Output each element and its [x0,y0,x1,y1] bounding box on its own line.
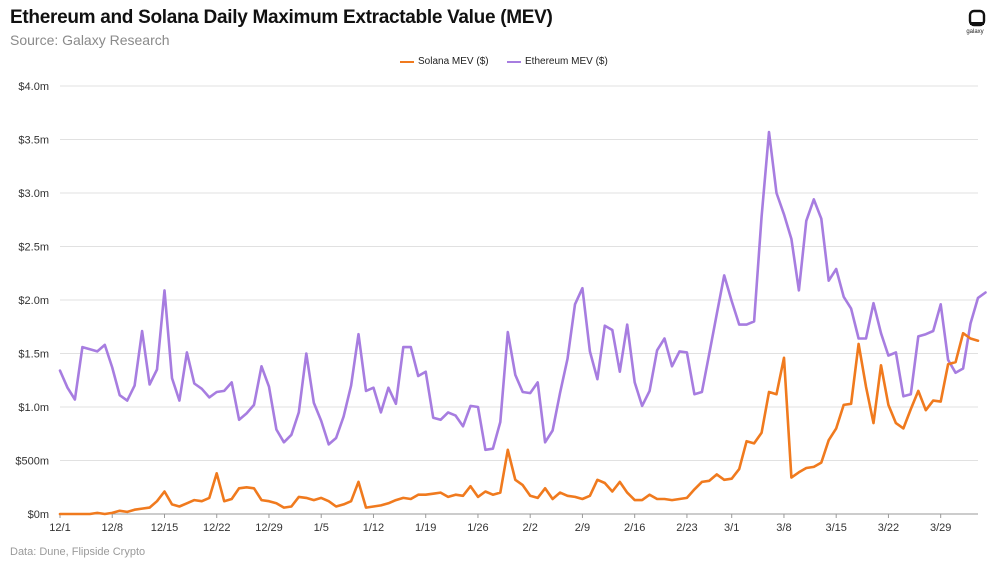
y-tick-label: $4.0m [18,81,49,93]
legend: Solana MEV ($) Ethereum MEV ($) [0,56,990,70]
x-tick-label: 12/1 [49,522,70,534]
y-tick-label: $500m [15,456,49,468]
legend-label-ethereum: Ethereum MEV ($) [525,56,608,67]
series-lines [58,130,987,516]
y-tick-label: $2.0m [18,295,49,307]
legend-swatch-ethereum [507,60,521,63]
x-tick-label: 3/1 [724,522,739,534]
x-tick-label: 3/8 [776,522,791,534]
x-tick-label: 1/12 [363,522,384,534]
x-tick-label: 2/9 [575,522,590,534]
chart-title: Ethereum and Solana Daily Maximum Extrac… [10,7,553,28]
brand-wordmark: galaxy [966,29,984,35]
y-tick-label: $1.0m [18,402,49,414]
x-tick-label: 1/19 [415,522,436,534]
legend-label-solana: Solana MEV ($) [418,56,489,67]
y-axis: $0m $500m $1.0m $1.5m $2.0m $2.5m $3.0m $3.5m $4… [15,81,49,521]
y-tick-label: $0m [28,509,49,521]
ethereum-mev-line [58,130,987,452]
x-tick-label: 1/5 [314,522,329,534]
gridlines [60,85,978,515]
x-tick-label: 3/29 [930,522,951,534]
x-axis: 12/1 12/8 12/15 12/22 12/29 1/5 1/12 1/19 1/26 2/… [49,514,951,534]
y-tick-label: $2.5m [18,242,49,254]
solana-mev-line [58,331,980,516]
legend-swatch-solana [400,60,414,63]
legend-item-solana: Solana MEV ($) [400,56,489,67]
galaxy-logo-icon [968,9,986,27]
x-tick-label: 2/2 [523,522,538,534]
y-tick-label: $1.5m [18,349,49,361]
chart-subtitle: Source: Galaxy Research [10,32,170,48]
x-tick-label: 3/15 [825,522,846,534]
x-tick-label: 1/26 [467,522,488,534]
y-tick-label: $3.0m [18,188,49,200]
x-tick-label: 2/16 [624,522,645,534]
legend-item-ethereum: Ethereum MEV ($) [507,56,608,67]
x-tick-label: 12/29 [255,522,283,534]
x-tick-label: 12/8 [102,522,123,534]
x-tick-label: 12/22 [203,522,231,534]
data-source-footnote: Data: Dune, Flipside Crypto [10,546,146,558]
x-tick-label: 12/15 [151,522,179,534]
x-tick-label: 3/22 [878,522,899,534]
x-tick-label: 2/23 [676,522,697,534]
y-tick-label: $3.5m [18,135,49,147]
